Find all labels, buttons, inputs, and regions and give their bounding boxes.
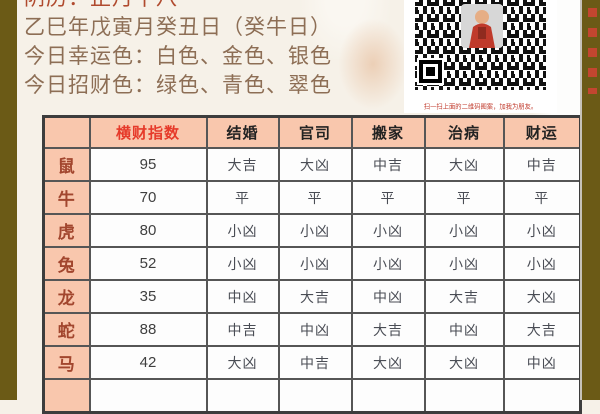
table-cell: 大凶 xyxy=(277,147,353,182)
right-frame-line xyxy=(580,0,582,400)
table-row-tiger: 虎 80 小凶 小凶 小凶 小凶 小凶 xyxy=(42,213,582,248)
animal-cell: 蛇 xyxy=(42,312,91,347)
animal-cell: 马 xyxy=(42,345,91,380)
table-cell: 平 xyxy=(350,180,426,215)
right-frame-bar xyxy=(582,0,600,400)
col-lawsuit: 官司 xyxy=(277,115,353,149)
lucky-colors-line: 今日幸运色：白色、金色、银色 xyxy=(24,45,332,68)
table-cell: 中吉 xyxy=(350,147,426,182)
qr-finder-bottom-left xyxy=(417,58,444,85)
table-cell: 平 xyxy=(277,180,353,215)
table-cell: 中凶 xyxy=(423,312,505,347)
left-frame-bar xyxy=(0,0,17,400)
table-cell: 大吉 xyxy=(350,312,426,347)
table-cell: 小凶 xyxy=(277,213,353,248)
index-cell: 80 xyxy=(88,213,208,248)
table-cell: 大凶 xyxy=(350,345,426,380)
table-cell: 大吉 xyxy=(277,279,353,314)
table-row-partial xyxy=(42,378,582,414)
table-row-rat: 鼠 95 大吉 大凶 中吉 大凶 中吉 xyxy=(42,147,582,182)
col-marriage: 结婚 xyxy=(205,115,280,149)
index-cell: 42 xyxy=(88,345,208,380)
animal-cell: 龙 xyxy=(42,279,91,314)
qr-panel: 扫一扫上面的二维码图案，加我为朋友。 xyxy=(404,0,557,113)
table-cell: 大吉 xyxy=(423,279,505,314)
col-windfall-index: 横财指数 xyxy=(88,115,208,149)
header-text-block: 阴历：正月十八 乙巳年戊寅月癸丑日（癸牛日） 今日幸运色：白色、金色、银色 今日… xyxy=(24,0,332,100)
index-cell: 52 xyxy=(88,246,208,281)
table-cell: 大凶 xyxy=(205,345,280,380)
col-treat-illness: 治病 xyxy=(423,115,505,149)
table-cell: 小凶 xyxy=(350,213,426,248)
table-cell: 小凶 xyxy=(423,213,505,248)
animal-cell: 兔 xyxy=(42,246,91,281)
table-cell: 大凶 xyxy=(423,345,505,380)
ganzhi-date-line: 乙巳年戊寅月癸丑日（癸牛日） xyxy=(24,16,332,39)
table-cell: 小凶 xyxy=(205,213,280,248)
table-cell: 中凶 xyxy=(205,279,280,314)
table-header-row: 横财指数 结婚 官司 搬家 治病 财运 xyxy=(42,115,582,149)
table-cell: 平 xyxy=(205,180,280,215)
table-cell: 小凶 xyxy=(502,246,582,281)
lunar-date-line: 阴历：正月十八 xyxy=(24,0,332,13)
table-cell: 小凶 xyxy=(350,246,426,281)
table-row-ox: 牛 70 平 平 平 平 平 xyxy=(42,180,582,215)
qr-center-avatar xyxy=(461,4,503,48)
table-cell: 大凶 xyxy=(502,279,582,314)
table-cell: 中吉 xyxy=(502,147,582,182)
table-cell: 小凶 xyxy=(423,246,505,281)
table-cell: 中凶 xyxy=(277,312,353,347)
qr-code-icon xyxy=(415,0,546,90)
table-row-dragon: 龙 35 中凶 大吉 中凶 大吉 大凶 xyxy=(42,279,582,314)
table-cell: 平 xyxy=(502,180,582,215)
col-animal xyxy=(42,115,91,149)
table-cell: 大吉 xyxy=(205,147,280,182)
table-cell: 平 xyxy=(423,180,505,215)
table-cell: 中凶 xyxy=(350,279,426,314)
animal-cell: 鼠 xyxy=(42,147,91,182)
table-cell: 大吉 xyxy=(502,312,582,347)
table-row-snake: 蛇 88 中吉 中凶 大吉 中凶 大吉 xyxy=(42,312,582,347)
table-cell: 小凶 xyxy=(502,213,582,248)
col-moving: 搬家 xyxy=(350,115,426,149)
table-cell: 中吉 xyxy=(277,345,353,380)
table-row-horse: 马 42 大凶 中吉 大凶 大凶 中凶 xyxy=(42,345,582,380)
index-cell: 95 xyxy=(88,147,208,182)
background-figure-flesh xyxy=(338,18,408,110)
edge-red-marks xyxy=(588,8,597,94)
animal-cell: 虎 xyxy=(42,213,91,248)
wealth-colors-line: 今日招财色：绿色、青色、翠色 xyxy=(24,74,332,97)
index-cell: 35 xyxy=(88,279,208,314)
animal-cell: 牛 xyxy=(42,180,91,215)
table-cell: 小凶 xyxy=(205,246,280,281)
index-cell: 88 xyxy=(88,312,208,347)
index-cell: 70 xyxy=(88,180,208,215)
col-wealth: 财运 xyxy=(502,115,582,149)
table-row-rabbit: 兔 52 小凶 小凶 小凶 小凶 小凶 xyxy=(42,246,582,281)
table-cell: 中吉 xyxy=(205,312,280,347)
table-cell: 大凶 xyxy=(423,147,505,182)
fortune-table: 横财指数 结婚 官司 搬家 治病 财运 鼠 95 大吉 大凶 中吉 大凶 中吉 … xyxy=(42,115,582,414)
table-cell: 中凶 xyxy=(502,345,582,380)
table-cell: 小凶 xyxy=(277,246,353,281)
qr-caption: 扫一扫上面的二维码图案，加我为朋友。 xyxy=(423,103,538,111)
animal-cell xyxy=(42,378,91,414)
